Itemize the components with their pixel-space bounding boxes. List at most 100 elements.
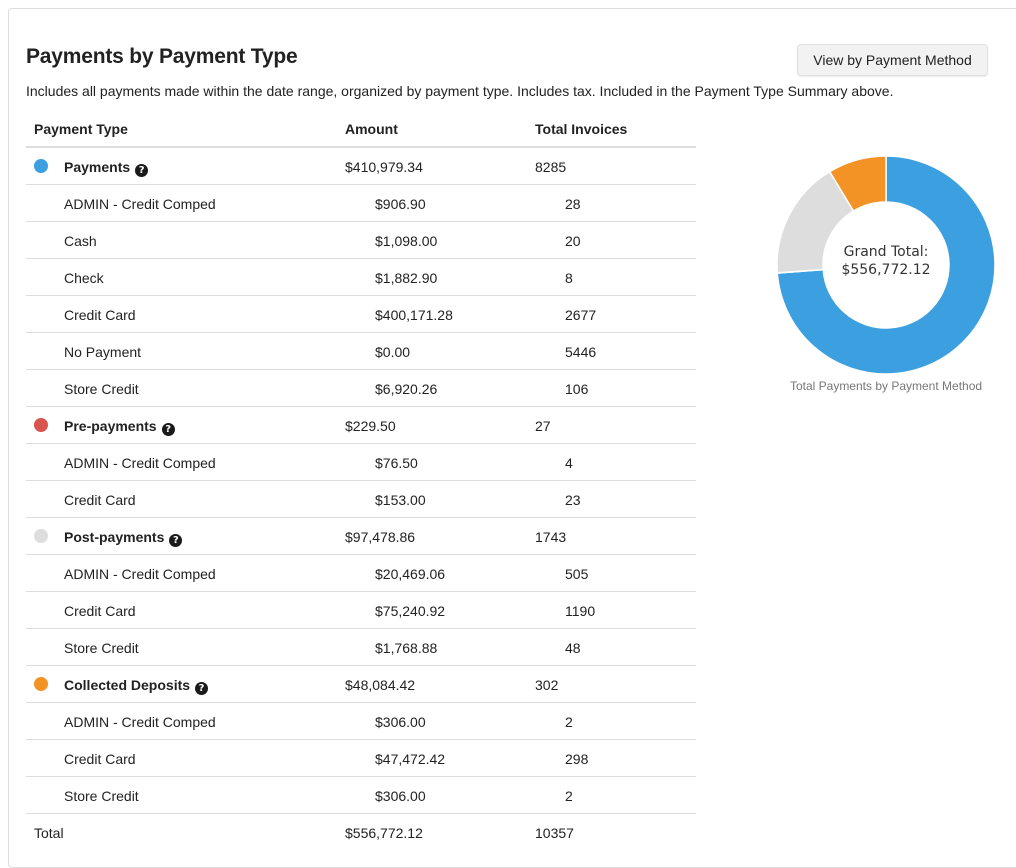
payment-type-name: ADMIN - Credit Comped xyxy=(64,455,216,471)
table-row: Credit Card $153.00 23 xyxy=(26,481,696,518)
group-amount: $410,979.34 xyxy=(345,159,423,175)
payment-invoices: 106 xyxy=(565,381,589,397)
total-amount: $556,772.12 xyxy=(345,825,423,841)
group-invoices: 1743 xyxy=(535,529,567,545)
table-body: Payments? $410,979.34 8285 ADMIN - Credit C… xyxy=(26,148,696,851)
question-circle-icon[interactable]: ? xyxy=(161,423,175,436)
payment-invoices: 5446 xyxy=(565,344,597,360)
group-invoices: 302 xyxy=(535,677,559,693)
payment-amount: $6,920.26 xyxy=(375,381,438,397)
table-row: Credit Card $47,472.42 298 xyxy=(26,740,696,777)
payment-amount: $47,472.42 xyxy=(375,751,446,767)
table-row: Cash $1,098.00 20 xyxy=(26,222,696,259)
group-name: Pre-payments xyxy=(64,418,157,434)
question-circle-icon[interactable]: ? xyxy=(135,164,149,177)
payment-type-name: Store Credit xyxy=(64,381,139,397)
table-row: Credit Card $400,171.28 2677 xyxy=(26,296,696,333)
donut-slice-collected-deposits[interactable] xyxy=(828,155,887,213)
total-invoices: 10357 xyxy=(535,825,574,841)
payment-invoices: 8 xyxy=(565,270,573,286)
view-by-payment-method-button[interactable]: View by Payment Method xyxy=(797,44,988,76)
panel-subtitle: Includes all payments made within the da… xyxy=(26,83,894,99)
donut-center-value: $556,772.12 xyxy=(841,262,930,278)
group-name: Payments xyxy=(64,159,131,175)
payments-donut-chart: Grand Total: $556,772.12 xyxy=(776,155,996,375)
payment-amount: $20,469.06 xyxy=(375,566,446,582)
table-row: ADMIN - Credit Comped $76.50 4 xyxy=(26,444,696,481)
payment-amount: $1,098.00 xyxy=(375,233,438,249)
question-circle-icon[interactable]: ? xyxy=(169,534,183,547)
payment-invoices: 298 xyxy=(565,751,589,767)
group-name-cell: Pre-payments? xyxy=(64,418,175,436)
table-row: No Payment $0.00 5446 xyxy=(26,333,696,370)
table-row: ADMIN - Credit Comped $906.90 28 xyxy=(26,185,696,222)
table-row: Credit Card $75,240.92 1190 xyxy=(26,592,696,629)
column-header-amount: Amount xyxy=(345,121,398,137)
group-invoices: 27 xyxy=(535,418,551,434)
payment-amount: $1,882.90 xyxy=(375,270,438,286)
payment-amount: $153.00 xyxy=(375,492,426,508)
payment-type-name: Store Credit xyxy=(64,640,139,656)
group-amount: $48,084.42 xyxy=(345,677,416,693)
table-row: Store Credit $306.00 2 xyxy=(26,777,696,814)
payment-invoices: 2677 xyxy=(565,307,597,323)
payment-invoices: 4 xyxy=(565,455,573,471)
table-row: ADMIN - Credit Comped $306.00 2 xyxy=(26,703,696,740)
payment-invoices: 48 xyxy=(565,640,581,656)
table-row: Store Credit $1,768.88 48 xyxy=(26,629,696,666)
table-row: Check $1,882.90 8 xyxy=(26,259,696,296)
payment-type-name: ADMIN - Credit Comped xyxy=(64,714,216,730)
group-row: Pre-payments? $229.50 27 xyxy=(26,407,696,444)
payment-invoices: 28 xyxy=(565,196,581,212)
group-row: Collected Deposits? $48,084.42 302 xyxy=(26,666,696,703)
column-header-payment-type: Payment Type xyxy=(34,121,128,137)
payment-invoices: 2 xyxy=(565,788,573,804)
total-row: Total $556,772.12 10357 xyxy=(26,814,696,851)
group-name-cell: Post-payments? xyxy=(64,529,183,547)
group-row: Post-payments? $97,478.86 1743 xyxy=(26,518,696,555)
payment-amount: $306.00 xyxy=(375,788,426,804)
payment-amount: $906.90 xyxy=(375,196,426,212)
payment-type-name: ADMIN - Credit Comped xyxy=(64,196,216,212)
question-circle-icon[interactable]: ? xyxy=(195,682,209,695)
donut-chart-svg: Grand Total: $556,772.12 xyxy=(776,155,996,375)
payment-type-name: Cash xyxy=(64,233,97,249)
column-header-total-invoices: Total Invoices xyxy=(535,121,628,137)
payment-type-table: Payment Type Amount Total Invoices Payme… xyxy=(26,111,696,851)
payment-invoices: 20 xyxy=(565,233,581,249)
payment-amount: $76.50 xyxy=(375,455,418,471)
payments-by-type-panel xyxy=(8,8,1016,868)
group-color-dot xyxy=(34,418,48,432)
payment-amount: $306.00 xyxy=(375,714,426,730)
group-invoices: 8285 xyxy=(535,159,567,175)
payment-invoices: 2 xyxy=(565,714,573,730)
group-color-dot xyxy=(34,159,48,173)
payment-type-name: Credit Card xyxy=(64,307,136,323)
payment-invoices: 23 xyxy=(565,492,581,508)
payment-type-name: ADMIN - Credit Comped xyxy=(64,566,216,582)
group-row: Payments? $410,979.34 8285 xyxy=(26,148,696,185)
payment-type-name: Check xyxy=(64,270,104,286)
payment-type-name: Credit Card xyxy=(64,751,136,767)
group-amount: $229.50 xyxy=(345,418,396,434)
donut-center-label: Grand Total: xyxy=(844,244,929,260)
group-color-dot xyxy=(34,677,48,691)
table-header: Payment Type Amount Total Invoices xyxy=(26,111,696,148)
payment-type-name: Credit Card xyxy=(64,603,136,619)
group-name: Collected Deposits xyxy=(64,677,191,693)
payment-amount: $0.00 xyxy=(375,344,411,360)
payment-amount: $75,240.92 xyxy=(375,603,446,619)
payment-amount: $1,768.88 xyxy=(375,640,438,656)
group-name: Post-payments xyxy=(64,529,165,545)
panel-title: Payments by Payment Type xyxy=(26,45,298,68)
payment-type-name: Store Credit xyxy=(64,788,139,804)
payment-type-name: No Payment xyxy=(64,344,142,360)
group-color-dot xyxy=(34,529,48,543)
payment-invoices: 505 xyxy=(565,566,589,582)
group-amount: $97,478.86 xyxy=(345,529,416,545)
group-name-cell: Collected Deposits? xyxy=(64,677,209,695)
table-row: Store Credit $6,920.26 106 xyxy=(26,370,696,407)
group-name-cell: Payments? xyxy=(64,159,149,177)
payment-type-name: Credit Card xyxy=(64,492,136,508)
donut-slice-payments[interactable] xyxy=(776,155,996,375)
